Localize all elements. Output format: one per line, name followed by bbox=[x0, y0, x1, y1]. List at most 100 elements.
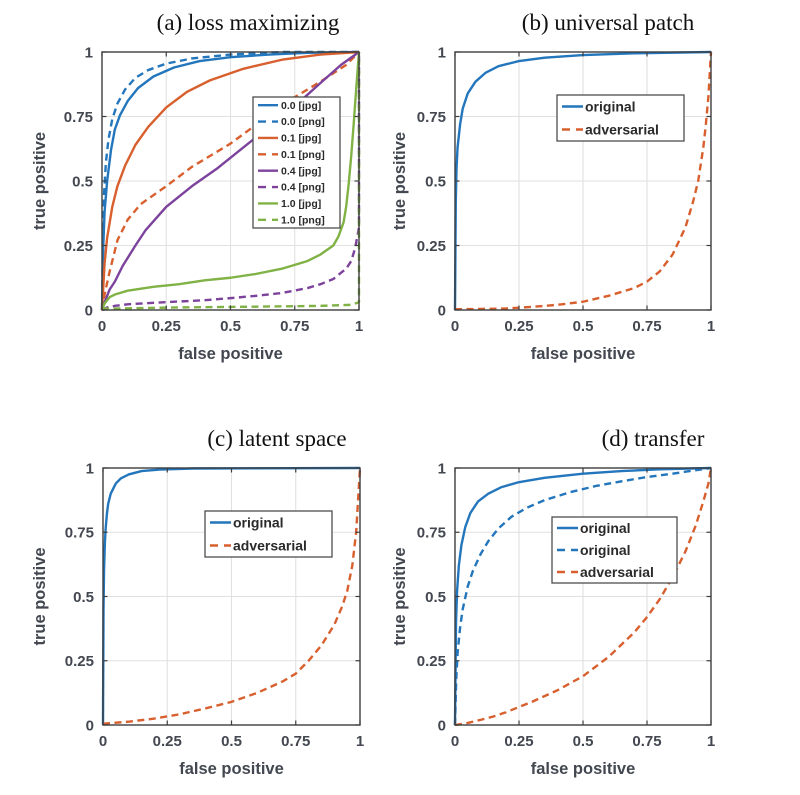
legend-label: 0.1 [png] bbox=[281, 149, 325, 161]
roc-curve-c-1-adversarial bbox=[102, 467, 362, 725]
y-tick-label: 0 bbox=[86, 717, 94, 734]
legend: 0.0 [jpg] 0.0 [png] 0.1 [jpg] 0.1 [png] 0.4 … bbox=[252, 96, 341, 229]
legend: original adversarial bbox=[204, 510, 333, 558]
grid-lines bbox=[455, 52, 711, 310]
legend-label: 0.0 [jpg] bbox=[281, 100, 321, 112]
roc-curve-a-2-0-1-jpg bbox=[100, 50, 360, 311]
y-tick-label: 0.25 bbox=[417, 238, 446, 255]
x-tick-label: 0.75 bbox=[280, 318, 309, 335]
x-tick-label: 0 bbox=[99, 733, 107, 750]
roc-curve-a-0-0-0-jpg bbox=[100, 50, 360, 311]
x-tick-label: 0.5 bbox=[573, 318, 594, 335]
legend-label: original bbox=[580, 520, 631, 536]
x-tick-label: 0.25 bbox=[504, 733, 533, 750]
chart-d: 0 0.25 0.5 0.75 1 0 0.25 0.5 0.75 1 false positive… bbox=[391, 426, 715, 778]
y-tick-label: 0.25 bbox=[65, 653, 94, 670]
legend-label: original bbox=[580, 542, 631, 558]
x-tick-label: 0.5 bbox=[221, 733, 242, 750]
y-tick-label: 0.75 bbox=[65, 525, 94, 542]
legend-label: adversarial bbox=[585, 121, 659, 137]
x-tick-label: 0.75 bbox=[632, 733, 661, 750]
x-tick-label: 1 bbox=[355, 318, 363, 335]
roc-curve-c-0-original bbox=[101, 466, 361, 726]
y-axis-label: true positive bbox=[391, 547, 409, 645]
x-axis-label: false positive bbox=[531, 760, 636, 778]
x-tick-label: 0.75 bbox=[632, 318, 661, 335]
chart-a: 0 0.25 0.5 0.75 1 0 0.25 0.5 0.75 1 false positive… bbox=[31, 10, 363, 363]
legend-label: 0.0 [png] bbox=[281, 116, 325, 128]
y-tick-label: 0 bbox=[85, 302, 93, 319]
legend-label: 0.4 [jpg] bbox=[281, 165, 321, 177]
roc-curve-b-1-adversarial bbox=[454, 51, 713, 311]
legend-label: adversarial bbox=[233, 537, 307, 553]
roc-curve-b-0-original bbox=[453, 50, 712, 311]
chart-title: (c) latent space bbox=[207, 426, 346, 451]
roc-curve-a-4-0-4-jpg bbox=[100, 51, 360, 311]
roc-curve-d-1-original bbox=[453, 466, 712, 726]
tick-marks bbox=[102, 467, 361, 726]
legend-label: original bbox=[585, 98, 636, 114]
y-tick-label: 1 bbox=[438, 44, 446, 61]
x-axis-label: false positive bbox=[531, 345, 636, 363]
grid-lines bbox=[103, 468, 360, 725]
legend-label: original bbox=[233, 514, 284, 530]
grid-lines bbox=[455, 468, 711, 725]
y-tick-label: 0.5 bbox=[73, 589, 94, 606]
y-tick-label: 1 bbox=[86, 460, 94, 477]
y-tick-label: 0 bbox=[438, 717, 446, 734]
y-axis-label: true positive bbox=[391, 132, 409, 230]
legend-label: 1.0 [jpg] bbox=[281, 198, 321, 210]
chart-title: (a) loss maximizing bbox=[157, 10, 340, 35]
y-tick-label: 0.75 bbox=[417, 109, 446, 126]
x-axis-label: false positive bbox=[179, 760, 284, 778]
tick-marks bbox=[454, 467, 712, 726]
chart-title: (b) universal patch bbox=[522, 10, 695, 35]
y-tick-label: 0.5 bbox=[72, 173, 93, 190]
x-tick-label: 0.25 bbox=[153, 733, 182, 750]
x-tick-label: 0 bbox=[451, 733, 459, 750]
legend-box bbox=[252, 96, 341, 229]
chart-c: 0 0.25 0.5 0.75 1 0 0.25 0.5 0.75 1 false positive… bbox=[31, 426, 364, 778]
y-tick-label: 0.75 bbox=[64, 109, 93, 126]
x-tick-label: 0.75 bbox=[281, 733, 310, 750]
x-tick-label: 0 bbox=[98, 318, 106, 335]
roc-curve-d-0-original bbox=[453, 466, 712, 726]
y-tick-label: 0.5 bbox=[425, 173, 446, 190]
y-axis-label: true positive bbox=[31, 547, 49, 645]
x-tick-label: 0.5 bbox=[573, 733, 594, 750]
legend-label: 0.1 [jpg] bbox=[281, 133, 321, 145]
y-tick-label: 1 bbox=[85, 44, 93, 61]
roc-curve-a-5-0-4-png bbox=[101, 52, 361, 312]
roc-curve-a-1-0-0-png bbox=[100, 50, 359, 311]
x-tick-label: 0 bbox=[451, 318, 459, 335]
legend: original original adversarial bbox=[551, 516, 678, 584]
chart-title: (d) transfer bbox=[602, 426, 705, 451]
x-axis-label: false positive bbox=[178, 345, 283, 363]
roc-curve-a-6-1-0-jpg bbox=[100, 51, 361, 311]
x-tick-label: 0.25 bbox=[504, 318, 533, 335]
legend-label: 1.0 [png] bbox=[281, 214, 325, 226]
roc-curve-a-3-0-1-png bbox=[100, 51, 360, 311]
legend-label: 0.4 [png] bbox=[281, 182, 325, 194]
x-tick-label: 1 bbox=[356, 733, 364, 750]
y-tick-label: 0.5 bbox=[425, 589, 446, 606]
legend-box bbox=[204, 510, 333, 558]
y-tick-label: 0.25 bbox=[417, 653, 446, 670]
tick-marks bbox=[454, 51, 712, 311]
x-tick-label: 0.5 bbox=[220, 318, 241, 335]
legend-label: adversarial bbox=[580, 564, 654, 580]
legend: original adversarial bbox=[556, 94, 685, 142]
y-axis-label: true positive bbox=[31, 132, 49, 230]
y-tick-label: 0.75 bbox=[417, 525, 446, 542]
y-tick-label: 0 bbox=[438, 302, 446, 319]
chart-b: 0 0.25 0.5 0.75 1 0 0.25 0.5 0.75 1 false positive… bbox=[391, 10, 715, 363]
x-tick-label: 1 bbox=[707, 733, 715, 750]
roc-curve-d-2-adversarial bbox=[454, 467, 713, 727]
x-tick-label: 0.25 bbox=[152, 318, 181, 335]
y-tick-label: 0.25 bbox=[64, 238, 93, 255]
legend-box bbox=[556, 94, 685, 142]
x-tick-label: 1 bbox=[707, 318, 715, 335]
y-tick-label: 1 bbox=[438, 460, 446, 477]
